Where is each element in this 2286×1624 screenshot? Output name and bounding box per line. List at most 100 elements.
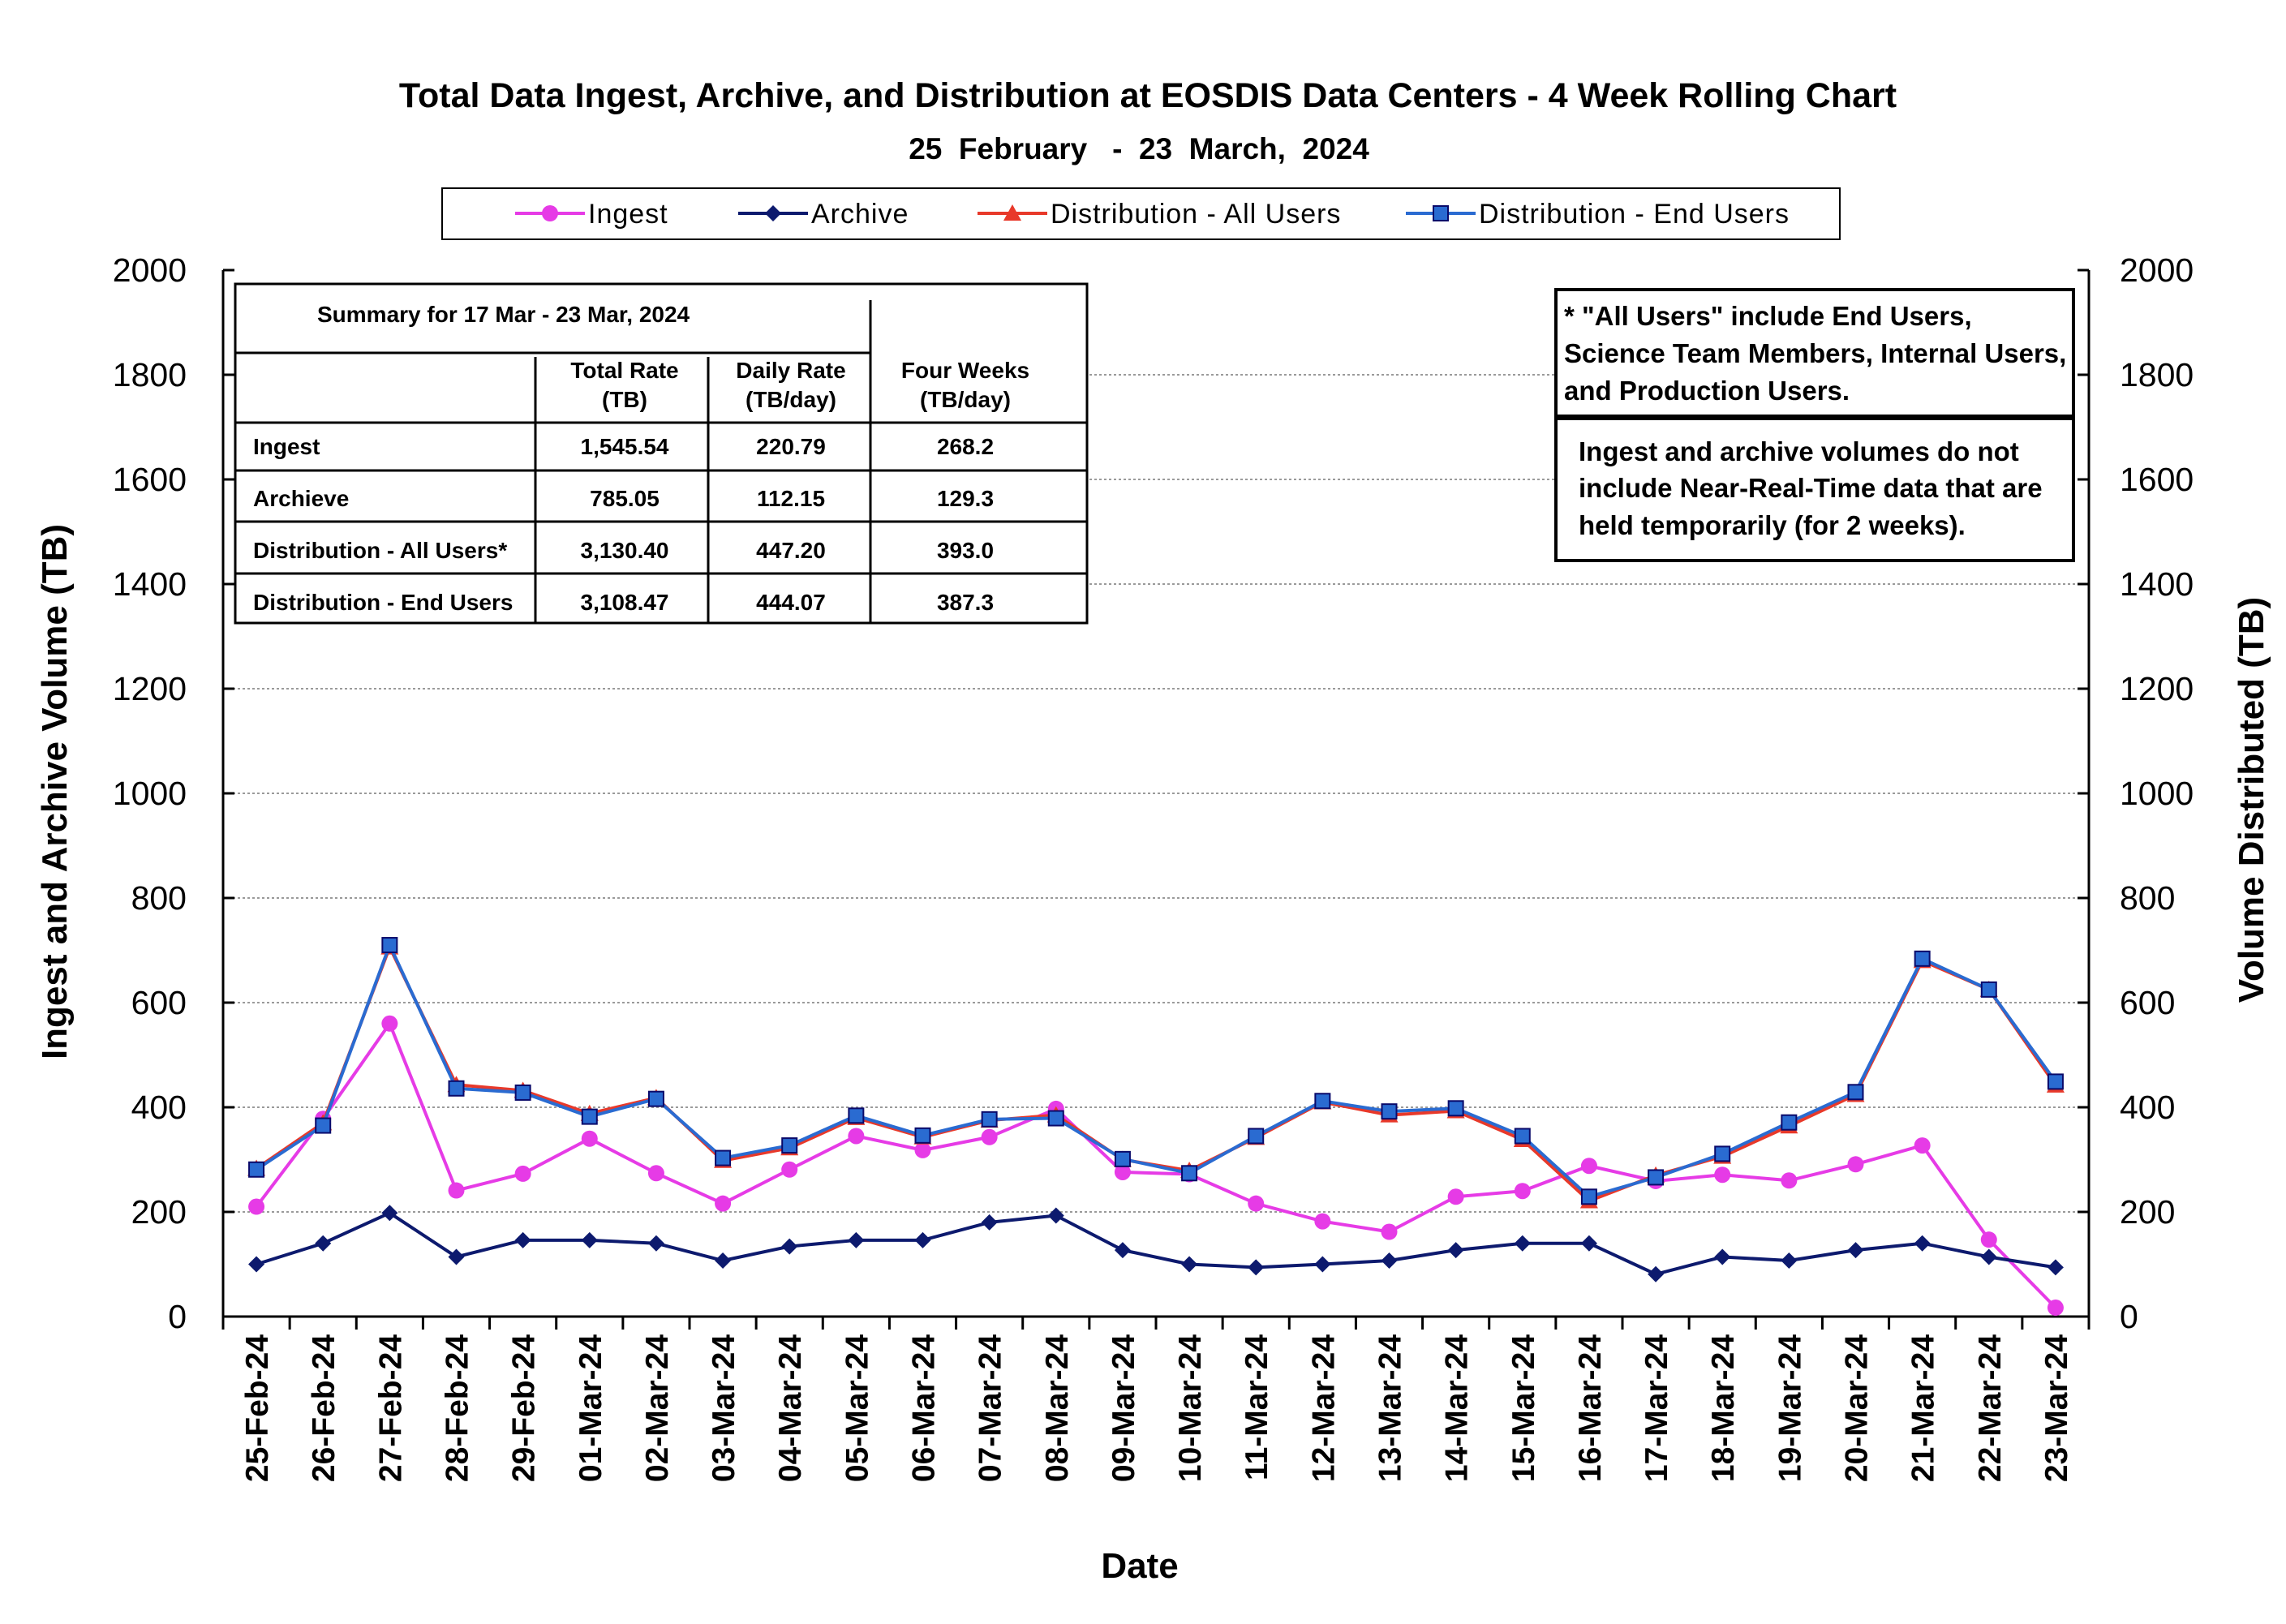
y-tick-label: 1000 [113,775,187,812]
data-point [448,1182,465,1199]
data-point [647,1090,664,1107]
data-point [248,1256,265,1273]
data-point [1914,1137,1931,1154]
data-point [1714,1166,1731,1184]
x-tick-label: 01-Mar-24 [574,1334,608,1482]
data-point [981,1214,998,1231]
table-header: Total Rate [570,358,678,383]
x-tick-label: 10-Mar-24 [1173,1334,1208,1482]
legend: Ingest Archive Distribution - All Users Dis… [441,187,1841,240]
y-tick-label: 600 [131,984,187,1021]
data-point [1514,1128,1531,1145]
x-tick-label: 19-Mar-24 [1773,1334,1807,1482]
data-point [1781,1172,1798,1189]
table-cell: 112.15 [757,486,825,511]
legend-label: Ingest [588,199,668,230]
data-point [1514,1235,1531,1252]
axes: 0 200 400 600 800 1000 1200 1400 1600 1800 2000 0 20… [113,251,2194,1482]
data-point [1781,1114,1798,1131]
y2-tick-label: 0 [2120,1298,2138,1335]
table-header-unit: (TB) [602,387,647,412]
legend-label: Distribution - End Users [1479,199,1790,230]
table-header: Four Weeks [901,358,1029,383]
series-distribution-end-users [248,937,2064,1205]
x-tick-label: 04-Mar-24 [773,1334,808,1482]
data-point [448,1248,465,1265]
data-point [848,1107,865,1124]
y2-tick-label: 1800 [2120,356,2194,393]
table-row-label: Ingest [253,434,320,459]
data-point [2047,1073,2064,1090]
summary-caption: Summary for 17 Mar - 23 Mar, 2024 [317,302,690,327]
table-cell: 444.07 [756,590,826,615]
data-point [647,1235,664,1252]
x-tick-label: 13-Mar-24 [1373,1334,1408,1482]
x-tick-label: 08-Mar-24 [1040,1334,1075,1482]
data-point [581,1108,598,1125]
x-tick-label: 20-Mar-24 [1840,1334,1875,1482]
data-point [1248,1128,1265,1145]
data-point [1248,1259,1265,1276]
table-row-label: Distribution - End Users [253,590,513,615]
data-point [315,1235,332,1252]
data-point [1181,1256,1198,1273]
legend-marker [1003,204,1021,221]
data-point [1114,1163,1131,1180]
y-tick-label: 800 [131,879,187,917]
y2-tick-label: 1600 [2120,461,2194,498]
legend-box [441,187,1841,240]
data-point [1047,1110,1064,1127]
y-tick-label: 1200 [113,670,187,707]
data-point [1980,981,1997,998]
table-row-label: Archieve [253,486,349,511]
series-line [256,1211,2056,1276]
x-tick-label: 07-Mar-24 [973,1334,1008,1482]
data-point [381,1205,398,1222]
y2-tick-label: 1400 [2120,565,2194,603]
legend-marker [1433,205,1449,221]
data-point [2047,1300,2064,1317]
data-point [448,1080,465,1097]
data-point [514,1084,531,1101]
x-tick-label: 15-Mar-24 [1506,1334,1541,1482]
series-archive [248,1205,2064,1282]
y-tick-label: 2000 [113,251,187,289]
data-point [981,1128,998,1145]
data-point [581,1231,598,1248]
data-point [1714,1248,1731,1265]
data-point [1847,1084,1864,1101]
data-point [914,1141,931,1158]
data-point [1047,1207,1064,1224]
x-tick-label: 17-Mar-24 [1639,1334,1674,1482]
series-ingest [248,1015,2064,1317]
data-point [581,1130,598,1147]
x-tick-label: 22-Mar-24 [1973,1334,2008,1482]
x-tick-label: 02-Mar-24 [640,1334,675,1482]
table-cell: 387.3 [937,590,994,615]
summary-table: Summary for 17 Mar - 23 Mar, 2024 Total R… [234,282,1089,625]
data-point [1914,1235,1931,1252]
note-line: include Near-Real-Time data that are [1579,473,2043,503]
x-tick-label: 14-Mar-24 [1440,1334,1475,1482]
note-line: Science Team Members, Internal Users, [1564,338,2066,368]
data-point [1580,1188,1597,1205]
data-point [1648,1169,1665,1186]
y-tick-label: 1600 [113,461,187,498]
chart-title: Total Data Ingest, Archive, and Distribu… [399,76,1897,115]
data-point [781,1137,798,1154]
x-tick-label: 21-Mar-24 [1906,1334,1941,1482]
data-point [1181,1165,1198,1182]
data-point [315,1117,332,1134]
legend-marker [765,205,781,221]
chart-subtitle: 25 February - 23 March, 2024 [909,132,1369,165]
table-cell: 3,130.40 [581,538,669,563]
data-point [1314,1256,1331,1273]
data-point [2047,1259,2064,1276]
note-line: * "All Users" include End Users, [1564,301,1972,331]
data-point [1447,1188,1464,1205]
y2-tick-label: 800 [2120,879,2175,917]
data-point [1714,1145,1731,1162]
data-point [248,1198,265,1215]
table-cell: 3,108.47 [581,590,669,615]
y2-tick-label: 400 [2120,1089,2175,1126]
